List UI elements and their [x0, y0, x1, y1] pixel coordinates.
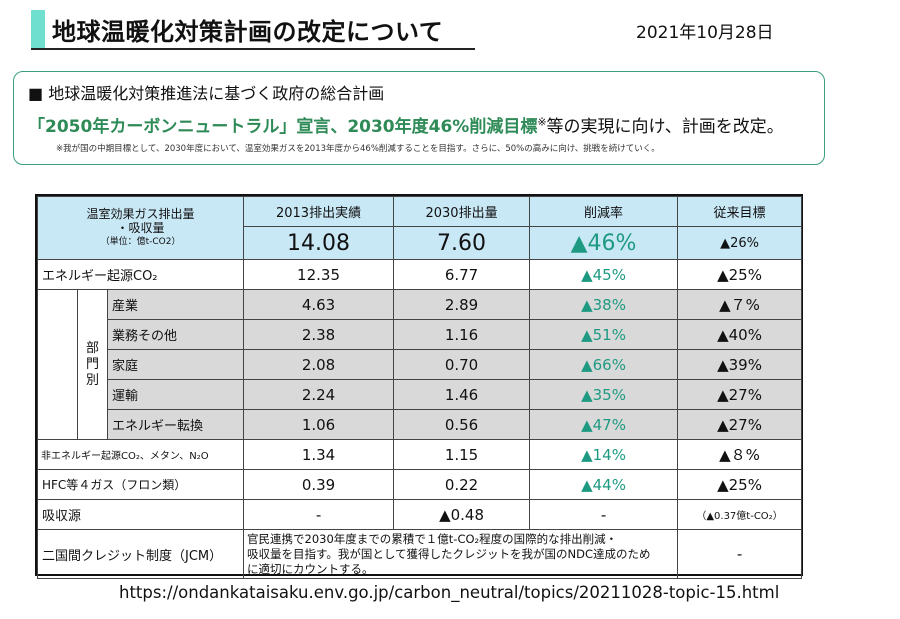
jcm-row: 二国間クレジット制度（JCM） 官民連携で2030年度までの累積で１億t-CO₂…: [36, 529, 803, 579]
total-2030: 7.60: [393, 226, 531, 260]
col-header-prev: 従来目標: [677, 196, 803, 227]
sector-2013: 2.24: [243, 379, 395, 410]
sector-row: 業務その他 2.38 1.16 ▲51% ▲40%: [38, 319, 803, 350]
sector-2030: 0.70: [393, 349, 531, 380]
sector-label: 業務その他: [106, 319, 245, 350]
non-energy-2013: 1.34: [243, 439, 395, 470]
sector-label: エネルギー転換: [106, 409, 245, 440]
summary-note-mark: ※: [537, 115, 547, 129]
sector-row: 部門別 産業 4.63 2.89 ▲38% ▲７%: [37, 289, 803, 440]
sink-prev: （▲0.37億t-CO₂）: [677, 499, 803, 530]
title-accent-bar: [31, 10, 45, 48]
corner-header: 温室効果ガス排出量 ・吸収量 （単位：億t-CO2）: [36, 196, 245, 260]
header-row: 温室効果ガス排出量 ・吸収量 （単位：億t-CO2） 2013排出実績 2030…: [36, 196, 803, 260]
energy-row: エネルギー起源CO₂ 12.35 6.77 ▲45% ▲25%: [36, 259, 803, 290]
sector-2013: 1.06: [243, 409, 395, 440]
sector-label: 運輸: [106, 379, 245, 410]
sector-rate: ▲35%: [529, 379, 679, 410]
energy-rate: ▲45%: [529, 259, 679, 290]
energy-prev: ▲25%: [677, 259, 803, 290]
page-title: 地球温暖化対策計画の改定について: [52, 18, 444, 46]
hfc-2013: 0.39: [243, 469, 395, 500]
energy-label: エネルギー起源CO₂: [36, 259, 245, 290]
hfc-rate: ▲44%: [529, 469, 679, 500]
sector-rate: ▲38%: [529, 289, 679, 320]
sector-2030: 1.16: [393, 319, 531, 350]
sector-prev: ▲40%: [677, 319, 803, 350]
summary-box: ■ 地球温暖化対策推進法に基づく政府の総合計画 「2050年カーボンニュートラル…: [13, 71, 825, 165]
non-energy-row: 非エネルギー起源CO₂、メタン、N₂O 1.34 1.15 ▲14% ▲８%: [36, 439, 803, 470]
non-energy-rate: ▲14%: [529, 439, 679, 470]
total-prev: ▲26%: [677, 226, 803, 260]
sector-row: 家庭 2.08 0.70 ▲66% ▲39%: [38, 349, 803, 380]
emissions-table: 温室効果ガス排出量 ・吸収量 （単位：億t-CO2） 2013排出実績 2030…: [35, 194, 803, 579]
col-header-2013: 2013排出実績: [243, 196, 395, 227]
sink-2013: -: [243, 499, 395, 530]
jcm-description: 官民連携で2030年度までの累積で１億t-CO₂程度の国際的な排出削減・ 吸収量…: [243, 529, 679, 579]
jcm-prev: -: [677, 529, 803, 579]
sector-rate: ▲66%: [529, 349, 679, 380]
hfc-row: HFC等４ガス（フロン類） 0.39 0.22 ▲44% ▲25%: [36, 469, 803, 500]
sector-prev: ▲27%: [677, 409, 803, 440]
hfc-2030: 0.22: [393, 469, 531, 500]
sink-rate: -: [529, 499, 679, 530]
col-header-rate: 削減率: [529, 196, 679, 227]
sector-label: 産業: [106, 289, 245, 320]
jcm-label: 二国間クレジット制度（JCM）: [36, 529, 245, 579]
hfc-label: HFC等４ガス（フロン類）: [36, 469, 245, 500]
energy-2030: 6.77: [393, 259, 531, 290]
sector-rate: ▲47%: [529, 409, 679, 440]
sector-2030: 2.89: [393, 289, 531, 320]
sector-2013: 2.08: [243, 349, 395, 380]
sector-row: エネルギー転換 1.06 0.56 ▲47% ▲27%: [38, 409, 803, 440]
non-energy-2030: 1.15: [393, 439, 531, 470]
source-url: https://ondankataisaku.env.go.jp/carbon_…: [119, 583, 780, 602]
total-rate: ▲46%: [529, 226, 679, 260]
sink-label: 吸収源: [36, 499, 245, 530]
sector-2030: 1.46: [393, 379, 531, 410]
summary-heading: ■ 地球温暖化対策推進法に基づく政府の総合計画: [28, 84, 385, 103]
sink-2030: ▲0.48: [393, 499, 531, 530]
summary-rest: 等の実現に向け、計画を改定。: [546, 117, 784, 137]
summary-note: ※我が国の中期目標として、2030年度において、温室効果ガスを2013年度から4…: [56, 144, 660, 154]
sector-prev: ▲39%: [677, 349, 803, 380]
sink-row: 吸収源 - ▲0.48 - （▲0.37億t-CO₂）: [36, 499, 803, 530]
sector-rate: ▲51%: [529, 319, 679, 350]
indent-cell: [37, 289, 78, 440]
summary-main-line: 「2050年カーボンニュートラル」宣言、2030年度46%削減目標※等の実現に向…: [28, 112, 784, 137]
summary-highlight: 「2050年カーボンニュートラル」宣言、2030年度46%削減目標: [28, 117, 538, 137]
sector-row: 運輸 2.24 1.46 ▲35% ▲27%: [38, 379, 803, 410]
col-header-2030: 2030排出量: [393, 196, 531, 227]
sector-2013: 4.63: [243, 289, 395, 320]
hfc-prev: ▲25%: [677, 469, 803, 500]
title-underline: [31, 48, 475, 50]
energy-2013: 12.35: [243, 259, 395, 290]
sector-prev: ▲27%: [677, 379, 803, 410]
sector-2030: 0.56: [393, 409, 531, 440]
sector-group-label: 部門別: [77, 289, 108, 440]
non-energy-prev: ▲８%: [677, 439, 803, 470]
total-row: 14.08 7.60 ▲46% ▲26%: [38, 226, 803, 260]
total-2013: 14.08: [243, 226, 395, 260]
non-energy-label: 非エネルギー起源CO₂、メタン、N₂O: [36, 439, 245, 470]
sector-prev: ▲７%: [677, 289, 803, 320]
sector-2013: 2.38: [243, 319, 395, 350]
date-label: 2021年10月28日: [636, 23, 774, 43]
sector-label: 家庭: [106, 349, 245, 380]
